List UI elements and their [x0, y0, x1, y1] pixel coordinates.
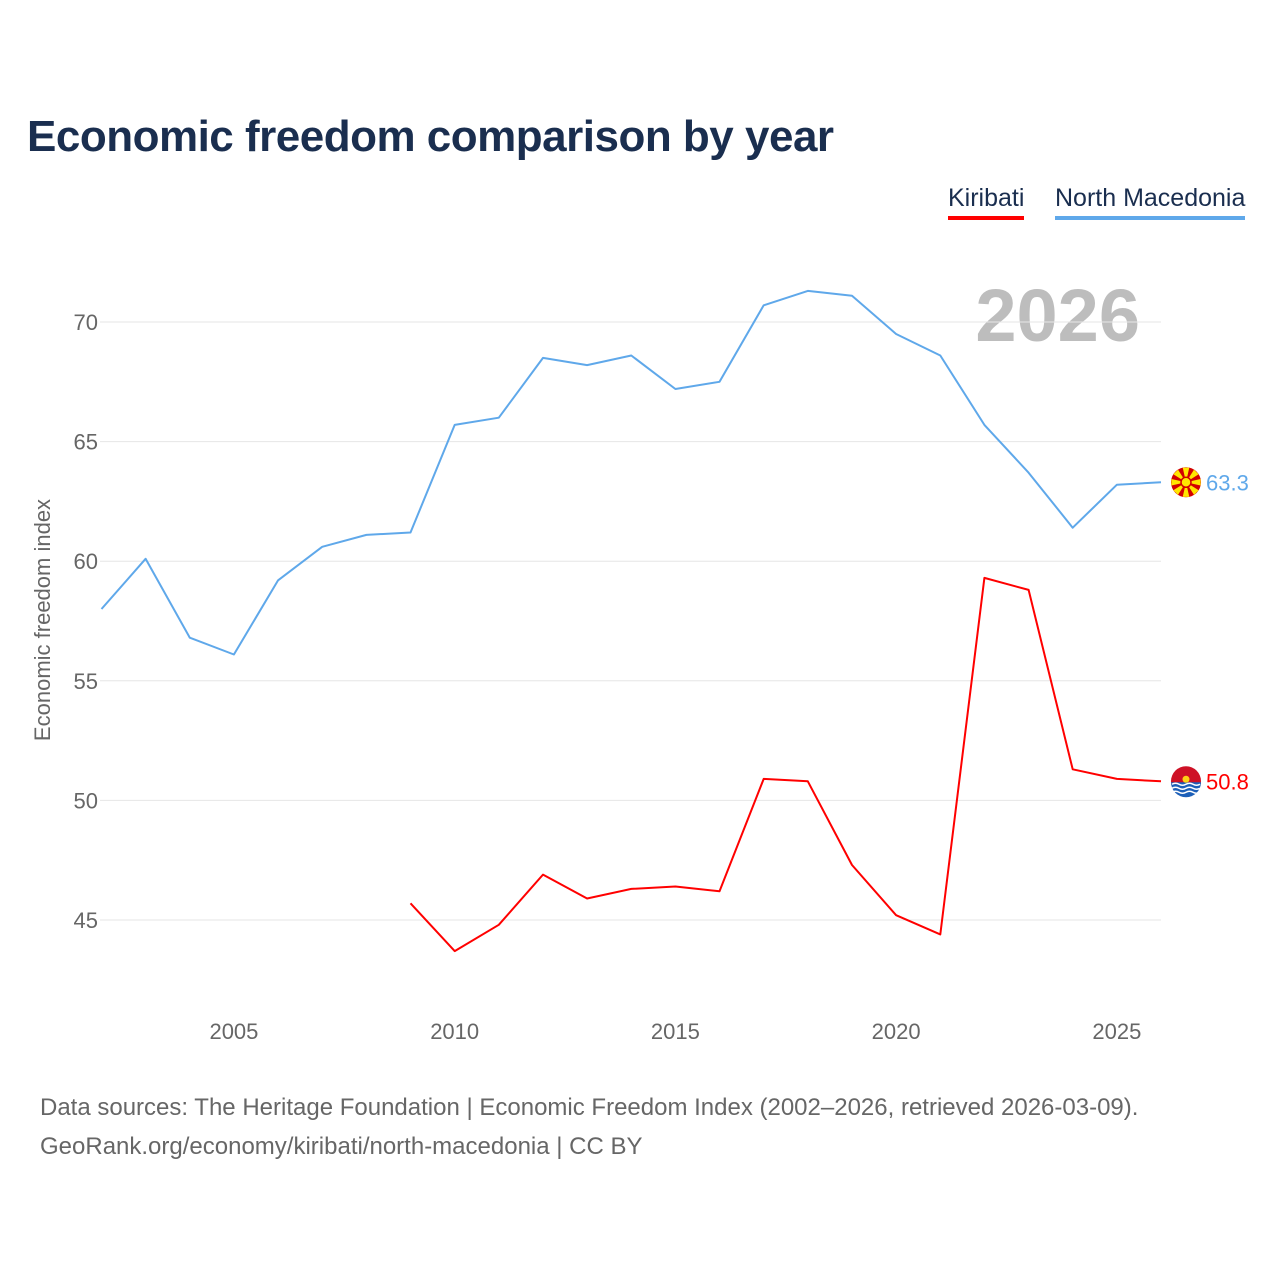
- end-value-label-kiribati: 50.8: [1206, 769, 1249, 794]
- source-line: Data sources: The Heritage Foundation | …: [40, 1094, 1139, 1121]
- attribution-line: GeoRank.org/economy/kiribati/north-maced…: [40, 1133, 643, 1160]
- x-tick-label: 2020: [872, 1019, 921, 1044]
- x-tick-label: 2025: [1092, 1019, 1141, 1044]
- y-tick-label: 50: [74, 788, 98, 813]
- x-tick-label: 2010: [430, 1019, 479, 1044]
- year-watermark: 2026: [975, 274, 1140, 357]
- legend-item-north-macedonia[interactable]: North Macedonia: [1055, 184, 1246, 220]
- x-tick-label: 2005: [209, 1019, 258, 1044]
- legend-item-kiribati[interactable]: Kiribati: [948, 184, 1025, 220]
- y-tick-label: 65: [74, 430, 98, 455]
- y-axis-label: Economic freedom index: [30, 499, 55, 741]
- kiribati-flag-icon: [1171, 766, 1201, 798]
- y-tick-label: 60: [74, 549, 98, 574]
- y-tick-label: 70: [74, 310, 98, 335]
- y-tick-label: 45: [74, 908, 98, 933]
- north-macedonia-flag-icon: [1171, 467, 1201, 498]
- x-tick-label: 2015: [651, 1019, 700, 1044]
- y-tick-label: 55: [74, 669, 98, 694]
- footer: Data sources: The Heritage Foundation | …: [40, 1088, 1138, 1166]
- end-value-label-north-macedonia: 63.3: [1206, 470, 1249, 495]
- series-line-kiribati: [409, 576, 1162, 953]
- series-line-north-macedonia: [100, 289, 1162, 656]
- chart-title: Economic freedom comparison by year: [27, 112, 834, 161]
